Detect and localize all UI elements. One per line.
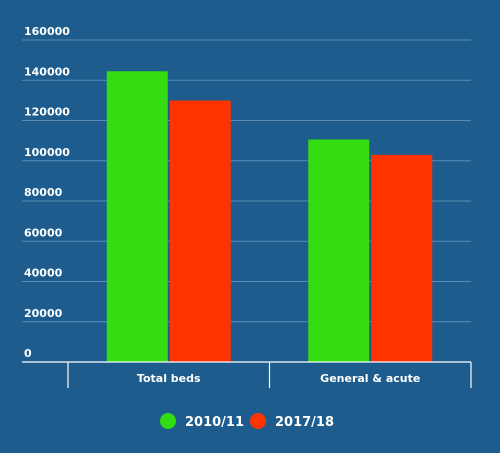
y-tick-label: 60000 [24,226,63,239]
y-tick-label: 120000 [24,106,70,119]
y-tick-labels: 0 20000 40000 60000 80000 100000 120000 140000 1… [24,25,70,360]
legend-label[interactable]: 2017/18 [275,415,334,430]
gridlines [22,39,471,323]
bar-2010-11-0[interactable] [106,71,168,363]
legend-label[interactable]: 2010/11 [185,415,244,430]
y-tick-label: 160000 [24,25,70,38]
category-labels: Total beds General & acute [137,372,420,385]
x-axis [22,361,472,388]
bars [106,71,433,363]
y-tick-label: 20000 [24,307,63,320]
category-label: Total beds [137,372,201,385]
legend-swatch [250,413,266,429]
category-label: General & acute [320,372,420,385]
y-tick-label: 0 [24,347,32,360]
y-tick-label: 100000 [24,146,70,159]
bar-2017-18-0[interactable] [169,100,231,362]
y-tick-label: 140000 [24,65,70,78]
legend: 2010/11 2017/18 [160,413,334,430]
y-tick-label: 40000 [24,267,63,280]
bar-2010-11-1[interactable] [308,139,370,362]
bar-2017-18-1[interactable] [371,154,433,362]
y-tick-label: 80000 [24,186,63,199]
legend-swatch [160,413,176,429]
